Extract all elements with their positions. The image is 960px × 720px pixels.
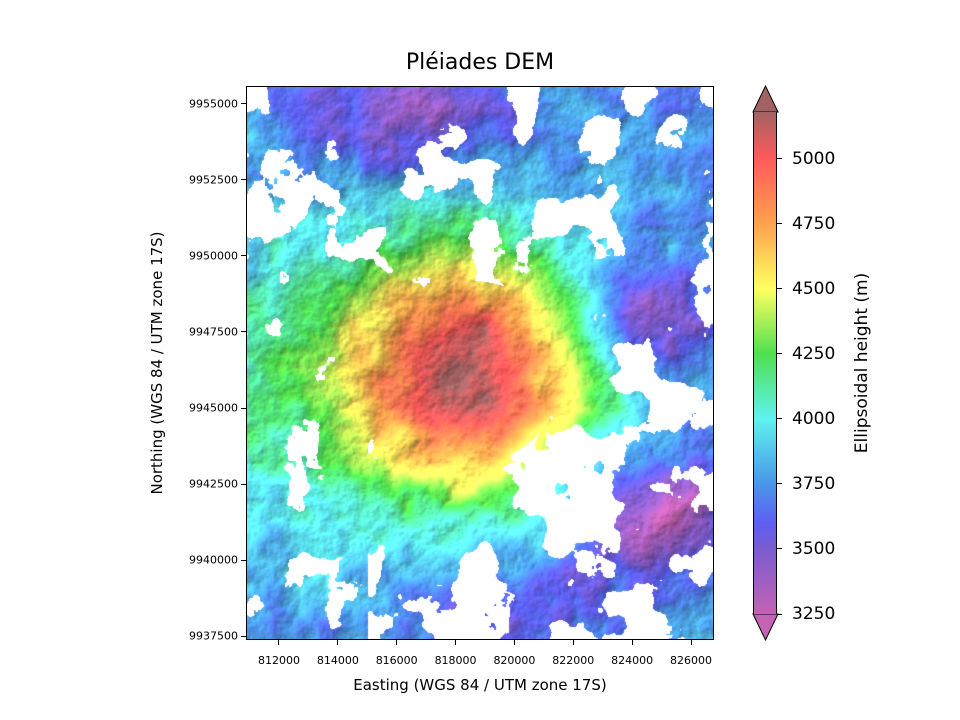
colorbar-tick-mark [777, 418, 782, 420]
y-tick-mark [241, 103, 246, 105]
y-axis-label: Northing (WGS 84 / UTM zone 17S) [148, 231, 166, 495]
colorbar-tick-mark [777, 288, 782, 290]
x-tick-label: 814000 [316, 654, 359, 667]
x-tick-mark [631, 640, 633, 645]
colorbar-tick-label: 3250 [792, 604, 836, 624]
colorbar-extend-max [752, 85, 779, 113]
y-tick-label: 9952500 [189, 173, 238, 187]
colorbar-tick-label: 5000 [792, 148, 836, 169]
y-tick-mark [241, 483, 246, 485]
colorbar-tick-label: 4250 [792, 343, 836, 364]
colorbar-tick-label: 3750 [792, 473, 836, 494]
y-tick-label: 9945000 [189, 401, 238, 415]
x-tick-mark [455, 640, 457, 645]
colorbar-tick-mark [777, 223, 782, 225]
y-tick-label: 9942500 [189, 477, 238, 491]
colorbar-tick-mark [777, 158, 782, 160]
y-tick-mark [241, 635, 246, 637]
x-tick-label: 824000 [611, 654, 654, 667]
x-tick-mark [513, 640, 515, 645]
colorbar-tick-label: 4000 [792, 408, 836, 429]
y-tick-mark [241, 407, 246, 409]
x-tick-label: 822000 [552, 654, 595, 667]
x-axis-label: Easting (WGS 84 / UTM zone 17S) [353, 676, 607, 694]
colorbar-tick-label: 3500 [792, 538, 836, 559]
colorbar-tick-label: 4500 [792, 278, 836, 299]
dem-raster [247, 87, 713, 639]
colorbar-tick-mark [777, 548, 782, 550]
colorbar-tick-mark [777, 483, 782, 485]
y-tick-label: 9955000 [189, 97, 238, 111]
x-tick-label: 816000 [375, 654, 418, 667]
x-tick-mark [690, 640, 692, 645]
chart-title: Pléiades DEM [405, 50, 555, 75]
colorbar-label: Ellipsoidal height (m) [852, 272, 872, 454]
colorbar [753, 112, 777, 614]
x-tick-label: 812000 [257, 654, 300, 667]
y-tick-mark [241, 331, 246, 333]
y-tick-label: 9937500 [189, 629, 238, 643]
x-tick-mark [278, 640, 280, 645]
y-tick-label: 9950000 [189, 249, 238, 263]
colorbar-tick-mark [777, 353, 782, 355]
colorbar-tick-label: 4750 [792, 213, 836, 234]
x-tick-mark [572, 640, 574, 645]
x-tick-label: 820000 [493, 654, 536, 667]
y-tick-mark [241, 255, 246, 257]
x-tick-label: 826000 [670, 654, 713, 667]
x-tick-mark [337, 640, 339, 645]
x-tick-label: 818000 [434, 654, 477, 667]
colorbar-extend-arrows [752, 85, 779, 642]
dem-axes [246, 86, 714, 640]
y-tick-mark [241, 179, 246, 181]
colorbar-extend-min [752, 613, 779, 642]
y-tick-label: 9940000 [189, 553, 238, 567]
x-tick-mark [396, 640, 398, 645]
y-tick-label: 9947500 [189, 325, 238, 339]
colorbar-tick-mark [777, 613, 782, 615]
y-tick-mark [241, 559, 246, 561]
